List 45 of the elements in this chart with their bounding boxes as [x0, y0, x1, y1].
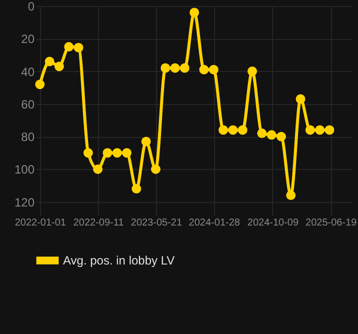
point [296, 94, 306, 104]
point [150, 164, 160, 174]
x-tick-label: 2024-01-28 [188, 218, 240, 228]
y-tick-label: 120 [14, 195, 35, 210]
legend-label: Avg. pos. in lobby LV [63, 254, 175, 268]
point [208, 64, 218, 74]
point [141, 136, 151, 146]
point [248, 66, 257, 76]
point [315, 125, 325, 135]
point [190, 8, 200, 18]
point [266, 130, 276, 140]
y-tick-label: 60 [21, 97, 35, 112]
point [132, 184, 142, 194]
x-tick-label: 2024-10-09 [247, 218, 299, 228]
point [83, 148, 93, 158]
point [54, 62, 64, 72]
point [122, 148, 132, 158]
point [305, 125, 315, 135]
y-tick-label: 100 [14, 162, 35, 177]
point [44, 56, 54, 66]
point [74, 42, 84, 52]
x-tick-label: 2025-06-19 [306, 218, 358, 228]
point [218, 125, 228, 135]
point [180, 63, 190, 73]
point [276, 132, 286, 142]
point [64, 42, 74, 52]
point [324, 125, 334, 135]
point [238, 125, 248, 135]
y-tick-label: 0 [28, 0, 35, 14]
y-tick-label: 80 [21, 130, 35, 144]
point [257, 128, 267, 138]
point [93, 164, 103, 174]
x-tick-label: 2023-05-21 [130, 218, 182, 228]
point [170, 63, 180, 73]
point [199, 64, 209, 74]
point [35, 80, 45, 90]
point [286, 190, 296, 200]
point [102, 148, 112, 158]
point [228, 125, 238, 135]
x-tick-label: 2022-09-11 [73, 218, 124, 228]
point [160, 63, 170, 73]
point [112, 148, 122, 158]
y-tick-label: 40 [21, 64, 35, 79]
x-tick-label: 2022-01-01 [14, 218, 66, 228]
y-tick-label: 20 [21, 32, 35, 46]
